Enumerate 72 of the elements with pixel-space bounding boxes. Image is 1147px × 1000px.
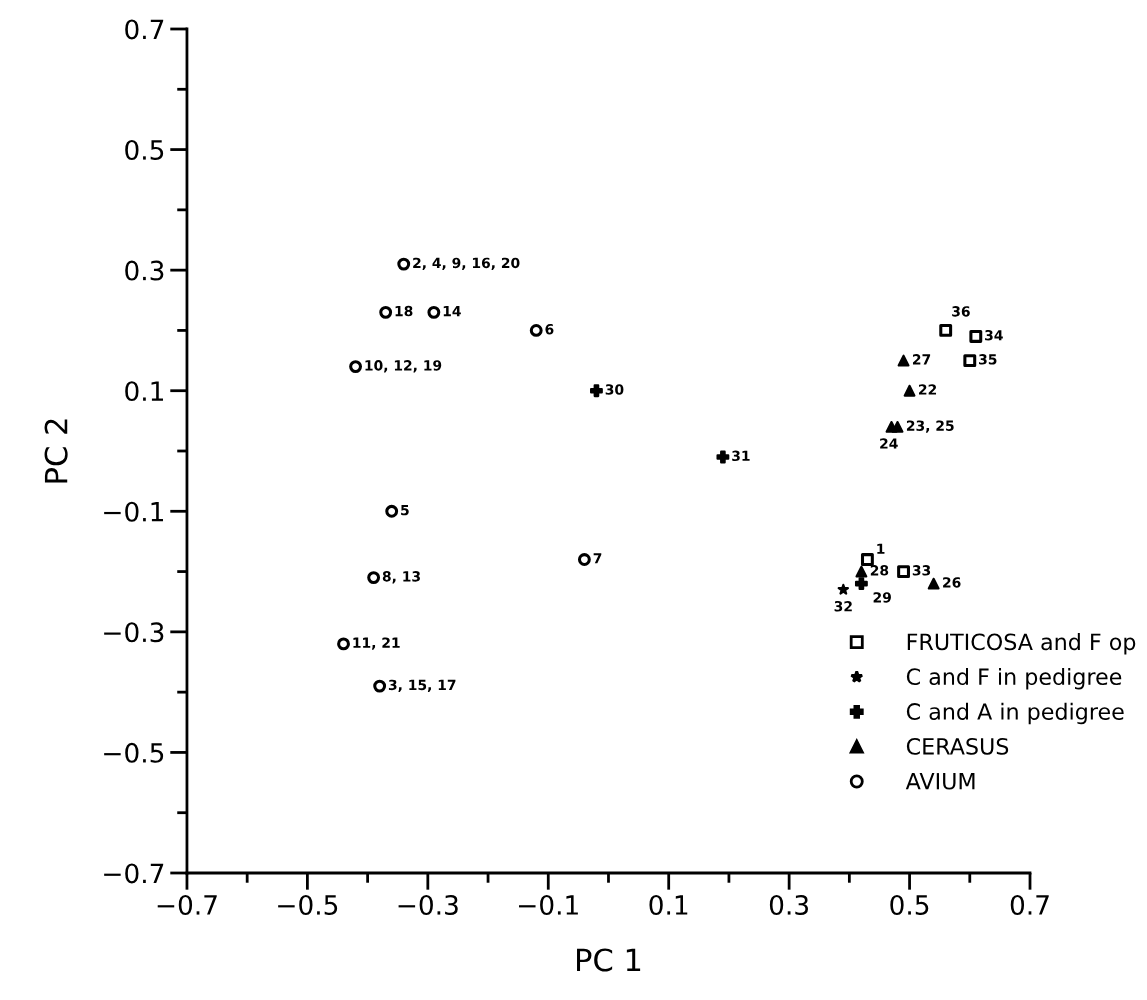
y-tick-label: 0.7 bbox=[125, 19, 164, 40]
point bbox=[939, 323, 953, 337]
point bbox=[397, 257, 411, 271]
x-tick-label: −0.7 bbox=[157, 894, 217, 915]
annotation: 11, 21 bbox=[353, 637, 400, 650]
point bbox=[385, 504, 399, 518]
annotation: 24 bbox=[880, 438, 898, 449]
x-tick-label: −0.1 bbox=[519, 894, 578, 915]
y-tick-label: 0.1 bbox=[125, 381, 163, 402]
annotation: 5 bbox=[401, 504, 409, 516]
x-axis-title: PC 1 bbox=[577, 948, 641, 972]
annotation: 34 bbox=[985, 329, 1003, 341]
legend-label: CERASUS bbox=[906, 737, 1009, 755]
annotation: 27 bbox=[912, 354, 931, 365]
legend-label: C and A in pedigree bbox=[906, 702, 1124, 725]
annotation: 32 bbox=[834, 601, 852, 612]
point bbox=[373, 679, 387, 693]
point bbox=[903, 384, 916, 397]
x-tick-label: 0.3 bbox=[769, 894, 809, 915]
annotation: 35 bbox=[979, 354, 997, 365]
y-tick-label: −0.1 bbox=[104, 501, 163, 522]
y-tick-label: 0.5 bbox=[125, 140, 164, 160]
annotation: 3, 15, 17 bbox=[388, 679, 456, 692]
annotation: 29 bbox=[873, 592, 891, 603]
y-tick-label: −0.5 bbox=[104, 742, 164, 763]
point bbox=[349, 360, 363, 374]
legend-label: FRUTICOSA and F op bbox=[907, 633, 1136, 655]
point bbox=[716, 450, 730, 464]
annotation: 18 bbox=[395, 305, 413, 317]
point bbox=[427, 305, 441, 319]
x-tick-label: 0.5 bbox=[890, 894, 929, 915]
point bbox=[337, 637, 350, 651]
point bbox=[837, 583, 850, 595]
point bbox=[367, 571, 381, 585]
annotation: 28 bbox=[870, 565, 889, 576]
point bbox=[963, 354, 977, 368]
point bbox=[855, 565, 868, 578]
annotation: 30 bbox=[605, 384, 624, 395]
annotation: 8, 13 bbox=[382, 571, 420, 584]
point bbox=[927, 577, 940, 590]
x-tick-label: −0.3 bbox=[398, 894, 458, 915]
point bbox=[854, 577, 868, 591]
annotation: 2, 4, 9, 16, 20 bbox=[413, 257, 520, 270]
point bbox=[529, 323, 543, 337]
x-tick-label: 0.1 bbox=[649, 894, 688, 915]
point bbox=[577, 553, 591, 566]
annotation: 6 bbox=[545, 323, 554, 335]
annotation: 10, 12, 19 bbox=[365, 360, 442, 373]
point bbox=[897, 565, 910, 579]
point bbox=[885, 420, 898, 433]
annotation: 22 bbox=[919, 384, 937, 395]
annotation: 33 bbox=[912, 565, 931, 576]
x-tick-label: −0.5 bbox=[278, 894, 338, 915]
legend-label: C and F in pedigree bbox=[906, 667, 1122, 690]
annotation: 26 bbox=[943, 577, 961, 588]
y-tick-label: −0.3 bbox=[104, 622, 164, 643]
point bbox=[590, 384, 603, 398]
annotation: 7 bbox=[593, 553, 602, 564]
annotation: 23, 25 bbox=[906, 420, 954, 433]
annotation: 36 bbox=[952, 306, 970, 317]
y-tick-label: −0.7 bbox=[104, 863, 164, 884]
y-tick-label: 0.3 bbox=[125, 260, 164, 281]
annotation: 31 bbox=[732, 450, 750, 462]
y-axis-title: PC 2 bbox=[44, 419, 68, 483]
point bbox=[379, 305, 393, 319]
point bbox=[969, 330, 983, 343]
x-tick-label: 0.7 bbox=[1010, 894, 1049, 915]
annotation: 14 bbox=[443, 306, 461, 317]
point bbox=[897, 354, 910, 367]
annotation: 1 bbox=[877, 543, 885, 554]
point bbox=[860, 553, 874, 566]
legend-label: AVIUM bbox=[905, 773, 975, 790]
